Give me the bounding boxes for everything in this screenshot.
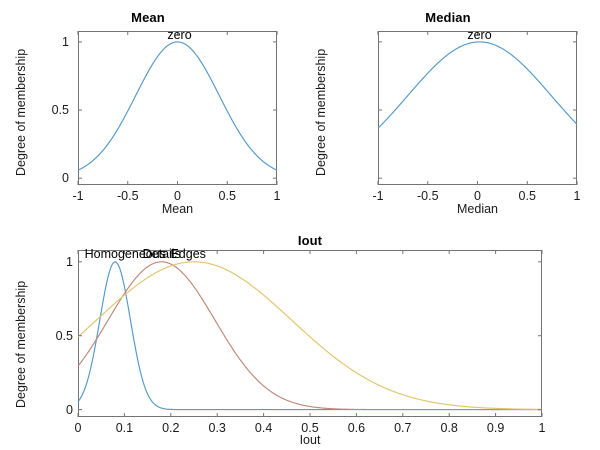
x-axis-label-mean: Mean [161, 202, 194, 216]
x-tick-label: 0.1 [115, 421, 134, 435]
x-tick-label: 0 [74, 421, 82, 435]
y-axis-label-mean: Degree of membership [14, 48, 28, 176]
x-tick-label: 0.5 [518, 189, 536, 203]
curve-label-zero-mean: zero [167, 28, 192, 43]
x-tick-label: 1 [538, 421, 546, 435]
y-tick-label: 0.5 [55, 328, 73, 343]
x-tick-label: 0 [174, 189, 181, 203]
x-tick-label: 1 [573, 189, 581, 203]
curve-label-edges: Edges [170, 247, 206, 262]
curve-label-details: Details [142, 247, 181, 262]
x-axis-label-median: Median [457, 202, 498, 216]
y-tick-label: 1 [62, 34, 69, 49]
x-axis-label-iout: Iout [299, 433, 321, 447]
axes-box-mean [78, 31, 277, 185]
curve-zero [77, 41, 278, 171]
curve-layer-median [377, 31, 578, 185]
plot-panel-mean: Mean zero Degree of membership Mean -1 -0… [0, 0, 296, 225]
curve-homogeneous [77, 261, 542, 411]
x-tick-label: 0.4 [254, 421, 273, 435]
x-tick-label: -0.5 [116, 189, 139, 203]
axes-box-median [378, 31, 577, 185]
x-tick-label: 0.2 [162, 421, 180, 435]
x-tick-label: 0.7 [394, 421, 412, 435]
curve-layer-mean [77, 31, 278, 185]
plot-title-median: Median [425, 10, 471, 25]
plot-title-iout: Iout [297, 233, 323, 248]
y-tick-label: 1 [66, 254, 73, 269]
x-tick-label: 0.3 [208, 421, 226, 435]
axes-box-iout [78, 250, 542, 417]
x-tick-label: 0 [474, 189, 481, 203]
curve-zero [377, 41, 578, 129]
y-axis-label-iout: Degree of membership [14, 280, 28, 408]
y-tick-label: 0 [62, 171, 69, 186]
x-tick-label: 0.5 [301, 421, 319, 435]
curve-label-zero-median: zero [467, 28, 492, 43]
y-tick-label: 0 [66, 402, 73, 417]
curve-edges [77, 261, 543, 410]
curve-details [77, 261, 542, 411]
x-tick-label: 0.5 [218, 189, 236, 203]
y-tick-label: 0.5 [51, 103, 69, 118]
plot-panel-iout: Iout Homogeneous Details Edges Degree of… [0, 225, 600, 450]
x-tick-label: 0.6 [347, 421, 366, 435]
x-tick-label: 0.9 [486, 421, 505, 435]
x-tick-label: -1 [72, 189, 84, 203]
plot-panel-median: Median zero Degree of membership Median … [52, 0, 596, 225]
curve-label-homogeneous: Homogeneous [84, 247, 166, 262]
x-tick-label: -1 [372, 189, 384, 203]
x-tick-label: -0.5 [416, 189, 439, 203]
x-tick-label: 0.8 [440, 421, 458, 435]
plot-title-mean: Mean [131, 10, 165, 25]
x-tick-label: 1 [273, 189, 281, 203]
y-axis-label-median: Degree of membership [314, 48, 328, 176]
curve-layer-iout [77, 250, 543, 417]
